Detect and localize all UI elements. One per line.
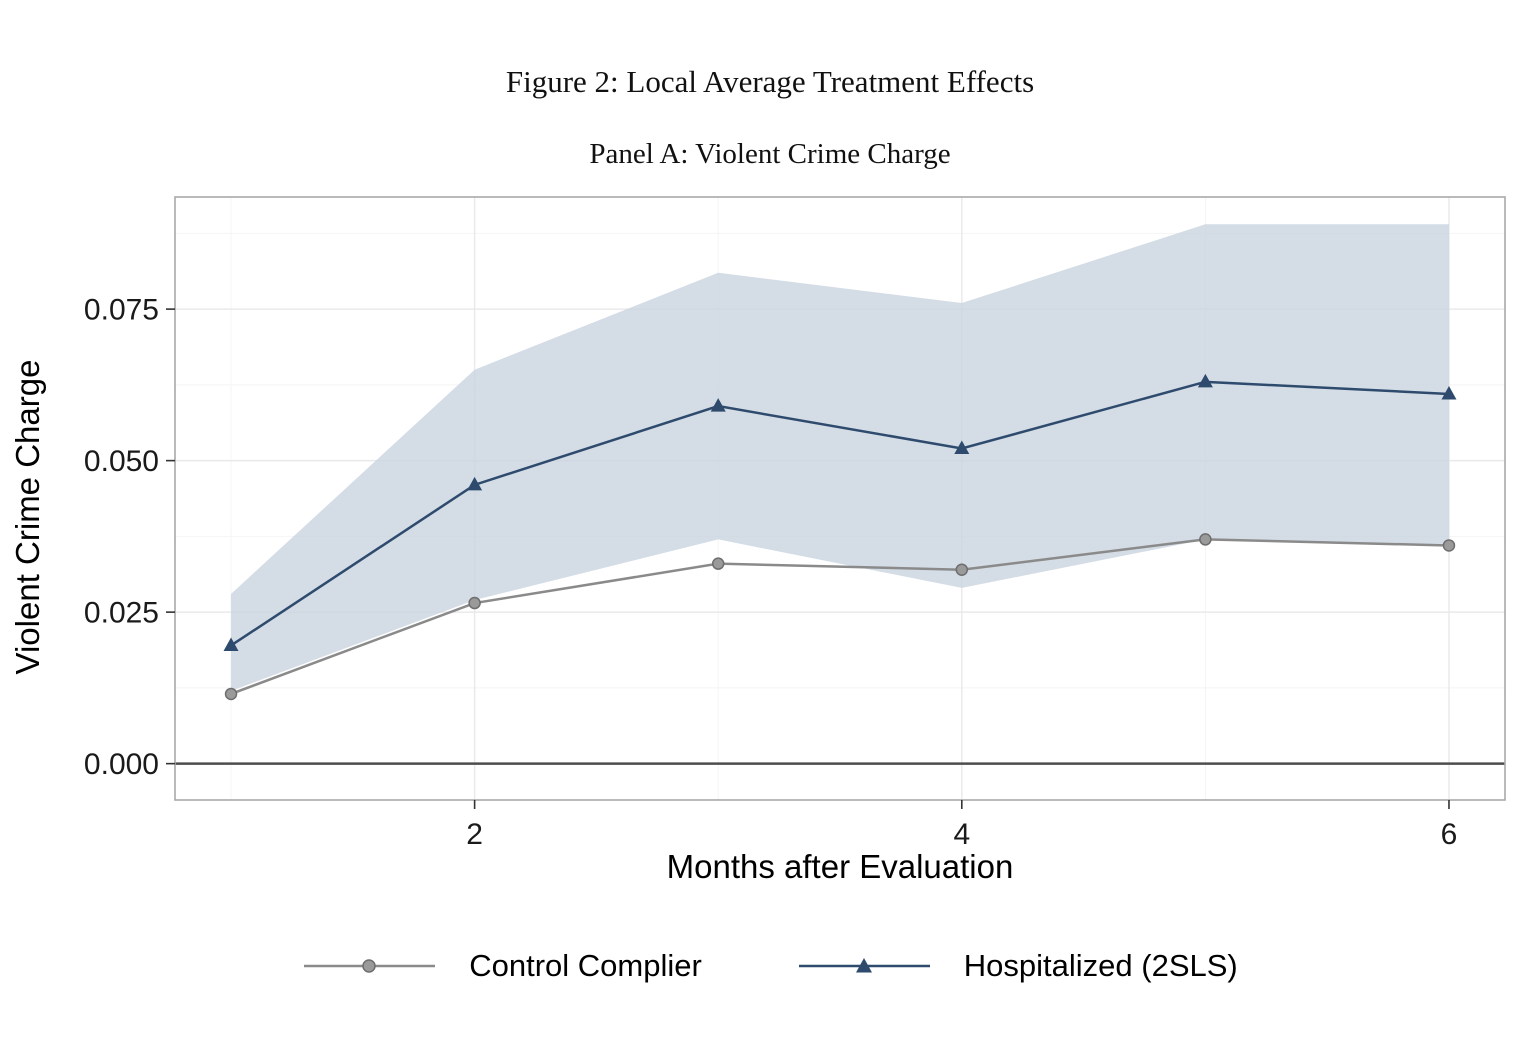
panel-border — [174, 196, 1506, 801]
confidence-ribbon — [231, 224, 1449, 691]
x-tick-label: 6 — [1441, 818, 1458, 851]
marker-control-complier — [468, 596, 481, 610]
y-tick-label: 0.000 — [84, 748, 159, 781]
chart-legend: Control Complier Hospitalized (2SLS) — [0, 948, 1540, 984]
legend-item-control-complier: Control Complier — [302, 948, 702, 984]
marker-control-complier — [955, 563, 969, 576]
series-line-hospitalized-2sls — [230, 380, 1450, 647]
y-tick-label: 0.050 — [84, 445, 159, 478]
y-axis-title: Violent Crime Charge — [9, 359, 46, 675]
legend-label-control-complier: Control Complier — [469, 948, 702, 983]
marker-control-complier — [711, 557, 725, 570]
marker-hospitalized-2sls — [1441, 385, 1457, 400]
panel-subtitle: Panel A: Violent Crime Charge — [589, 138, 951, 170]
marker-control-complier — [1199, 533, 1212, 546]
marker-hospitalized-2sls — [1197, 373, 1213, 388]
legend-label-hospitalized-2sls: Hospitalized (2SLS) — [963, 948, 1238, 983]
legend-key-hospitalized-2sls-icon — [798, 958, 930, 973]
marker-hospitalized-2sls — [710, 398, 726, 412]
legend-item-hospitalized-2sls: Hospitalized (2SLS) — [797, 948, 1238, 984]
x-tick-label: 2 — [466, 818, 483, 851]
legend-key-control-complier-icon — [304, 959, 436, 973]
figure-title: Figure 2: Local Average Treatment Effect… — [505, 64, 1035, 99]
marker-hospitalized-2sls — [954, 440, 970, 455]
y-tick-label: 0.025 — [84, 597, 159, 630]
marker-control-complier — [1442, 539, 1456, 552]
x-axis-title: Months after Evaluation — [666, 848, 1014, 885]
series-line-control-complier — [230, 538, 1450, 696]
marker-hospitalized-2sls — [223, 637, 239, 651]
y-tick-label: 0.075 — [84, 294, 159, 327]
marker-control-complier — [224, 687, 238, 701]
marker-hospitalized-2sls — [467, 476, 483, 491]
x-tick-label: 4 — [953, 818, 970, 851]
